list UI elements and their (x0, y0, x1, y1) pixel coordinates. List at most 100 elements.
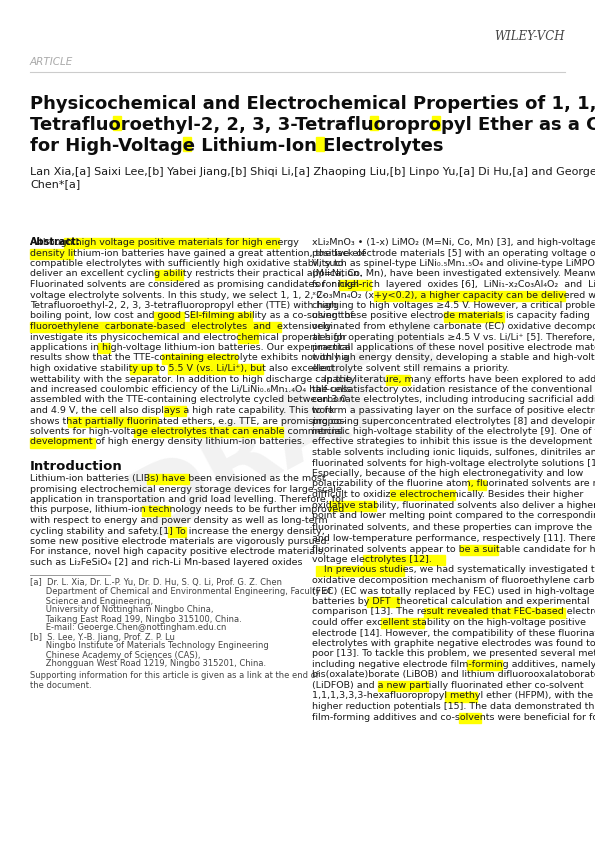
Text: Zhongguan West Road 1219, Ningbo 315201, China.: Zhongguan West Road 1219, Ningbo 315201,… (30, 659, 266, 669)
Text: xLi₂MnO₃ • (1-x) LiMO₂ (M=Ni, Co, Mn) [3], and high-voltage: xLi₂MnO₃ • (1-x) LiMO₂ (M=Ni, Co, Mn) [3… (312, 238, 595, 247)
Text: at high operating potentials ≥4.5 V vs. Li/Li⁺ [5]. Therefore, for: at high operating potentials ≥4.5 V vs. … (312, 333, 595, 342)
Text: voltage electrolytes [12].: voltage electrolytes [12]. (312, 555, 432, 564)
Text: Lithium-ion batteries (LIBs) have been envisioned as the most: Lithium-ion batteries (LIBs) have been e… (30, 474, 325, 483)
Text: such as Li₂FeSiO₄ [2] and rich-Li Mn-based layered oxides: such as Li₂FeSiO₄ [2] and rich-Li Mn-bas… (30, 558, 302, 567)
Text: electrode [14]. However, the compatibility of these fluorinated: electrode [14]. However, the compatibili… (312, 628, 595, 637)
Text: charging to high voltages ≥4.5 V. However, a critical problem in: charging to high voltages ≥4.5 V. Howeve… (312, 301, 595, 310)
Text: the document.: the document. (30, 680, 92, 690)
Text: shows that partially fluorinated ethers, e.g. TTE, are promising co-: shows that partially fluorinated ethers,… (30, 417, 345, 425)
Bar (30, 438, 95, 447)
Text: [a]  Dr. L. Xia, Dr. L.-P. Yu, Dr. D. Hu, S. Q. Li, Prof. G. Z. Chen: [a] Dr. L. Xia, Dr. L.-P. Yu, Dr. D. Hu,… (30, 578, 282, 588)
Bar (168, 526, 186, 536)
Bar (190, 312, 252, 322)
Text: Ningbo Institute of Materials Technology Engineering: Ningbo Institute of Materials Technology… (30, 642, 269, 651)
Text: boiling point, low cost and good SEI-filming ability as a co-solvent of: boiling point, low cost and good SEI-fil… (30, 312, 353, 321)
Text: cycling stability and safety.[1] To increase the energy density,: cycling stability and safety.[1] To incr… (30, 526, 325, 536)
Text: for  nickel-rich  layered  oxides [6],  LiNi₁-x₂Co₃Al₄O₂  and  LiNi₁-: for nickel-rich layered oxides [6], LiNi… (312, 280, 595, 289)
Bar (154, 312, 184, 322)
Text: oxidative stability, fluorinated solvents also deliver a higher flash: oxidative stability, fluorinated solvent… (312, 500, 595, 509)
Text: (FEC) (EC was totally replaced by FEC) used in high-voltage: (FEC) (EC was totally replaced by FEC) u… (312, 587, 594, 595)
Text: the unsatisfactory oxidation resistance of the conventional: the unsatisfactory oxidation resistance … (312, 385, 592, 394)
Text: Lan Xia,[a] Saixi Lee,[b] Yabei Jiang,[b] Shiqi Li,[a] Zhaoping Liu,[b] Linpo Yu: Lan Xia,[a] Saixi Lee,[b] Yabei Jiang,[b… (30, 167, 595, 177)
Text: Abstract:: Abstract: (30, 237, 81, 247)
Text: E-mail: Geoerge.Chen@nottingham.edu.cn: E-mail: Geoerge.Chen@nottingham.edu.cn (30, 623, 226, 632)
Text: carbonate electrolytes, including introducing sacrificial additives: carbonate electrolytes, including introd… (312, 396, 595, 404)
Text: electrolytes with graphite negative electrodes was found to be: electrolytes with graphite negative elec… (312, 639, 595, 648)
Bar (445, 691, 477, 701)
Text: 1,1,1,3,3,3-hexafluoropropyl methyl ether (HFPM), with the: 1,1,1,3,3,3-hexafluoropropyl methyl ethe… (312, 691, 593, 701)
Text: proposing superconcentrated electrolytes [8] and developing the: proposing superconcentrated electrolytes… (312, 417, 595, 425)
Text: Science and Engineering,: Science and Engineering, (30, 596, 153, 605)
Text: density lithium-ion batteries have gained a great attention, the lack of: density lithium-ion batteries have gaine… (30, 248, 365, 258)
Text: some new positive electrode materials are vigorously pursued.: some new positive electrode materials ar… (30, 537, 330, 546)
Text: could offer excellent stability on the high-voltage positive: could offer excellent stability on the h… (312, 618, 586, 627)
Text: Taikang East Road 199, Ningbo 315100, China.: Taikang East Road 199, Ningbo 315100, Ch… (30, 615, 242, 623)
Bar (134, 427, 283, 437)
Text: assembled with the TTE-containing electrolyte cycled between 3.0: assembled with the TTE-containing electr… (30, 396, 346, 404)
Text: including negative electrode film-forming additives, namely lithium: including negative electrode film-formin… (312, 660, 595, 669)
Text: V, such as spinel-type LiNi₀.₅Mn₁.₅O₄ and olivine-type LiMPO₄: V, such as spinel-type LiNi₀.₅Mn₁.₅O₄ an… (312, 259, 595, 268)
Text: originated from ethylene carbonate (EC) oxidative decomposition: originated from ethylene carbonate (EC) … (312, 322, 595, 331)
Bar (390, 490, 455, 500)
Text: and increased coulombic efficiency of the Li/LiNi₀.₆Mn₁.₄O₄ half-cells: and increased coulombic efficiency of th… (30, 385, 351, 394)
Text: batteries by DFT  theoretical calculation and experimental: batteries by DFT theoretical calculation… (312, 597, 590, 606)
Text: (M=Ni, Co, Mn), have been investigated extensively. Meanwhile,: (M=Ni, Co, Mn), have been investigated e… (312, 269, 595, 279)
Text: for High-Voltage Lithium-Ion Electrolytes: for High-Voltage Lithium-Ion Electrolyte… (30, 137, 443, 155)
Text: with high energy density, developing a stable and high-voltage: with high energy density, developing a s… (312, 354, 595, 363)
Text: Department of Chemical and Environmental Engineering, Faculty of: Department of Chemical and Environmental… (30, 588, 331, 596)
Bar (339, 280, 371, 290)
Bar (142, 505, 170, 515)
Text: deliver an excellent cycling ability restricts their practical application.: deliver an excellent cycling ability res… (30, 269, 362, 279)
Text: using these positive electrode materials is capacity fading: using these positive electrode materials… (312, 312, 590, 321)
Bar (367, 597, 399, 607)
Text: applications in high-voltage lithium-ion batteries. Our experimental: applications in high-voltage lithium-ion… (30, 343, 350, 352)
Text: For instance, novel high capacity positive electrode materials,: For instance, novel high capacity positi… (30, 547, 325, 557)
Bar (130, 364, 158, 374)
Text: Introduction: Introduction (30, 460, 123, 473)
Text: ARTICLE: ARTICLE (30, 57, 73, 67)
Text: oxidative decomposition mechanism of fluoroethylene carbonate: oxidative decomposition mechanism of flu… (312, 576, 595, 585)
Text: University of Nottingham Ningbo China,: University of Nottingham Ningbo China, (30, 605, 214, 615)
Text: effective strategies to inhibit this issue is the development of novel: effective strategies to inhibit this iss… (312, 438, 595, 446)
Text: fluorinated solvents appear to be a suitable candidate for high-: fluorinated solvents appear to be a suit… (312, 545, 595, 553)
Bar (238, 333, 258, 343)
Bar (378, 681, 428, 691)
Bar (459, 712, 481, 722)
Bar (68, 417, 158, 427)
Text: Tetrafluoroethyl-2, 2, 3, 3-Tetrafluoropropyl Ether as a Co-Solvent: Tetrafluoroethyl-2, 2, 3, 3-Tetrafluorop… (30, 116, 595, 134)
Text: fluoroethylene  carbonate-based  electrolytes  and  extensively: fluoroethylene carbonate-based electroly… (30, 322, 331, 331)
Text: to form a passivating layer on the surface of positive electrode [7],: to form a passivating layer on the surfa… (312, 406, 595, 415)
Text: Especially, because of the high electronegativity and low: Especially, because of the high electron… (312, 469, 583, 478)
Bar (460, 545, 498, 555)
Bar (155, 269, 183, 280)
Text: ˣCo₃Mn₄O₂ (x+y<0.2), a higher capacity can be delivered when: ˣCo₃Mn₄O₂ (x+y<0.2), a higher capacity c… (312, 290, 595, 300)
Bar (432, 116, 440, 130)
Text: In previous studies, we had systematically investigated the: In previous studies, we had systematical… (312, 566, 595, 574)
Text: and 4.9 V, the cell also displays a high rate capability. This work: and 4.9 V, the cell also displays a high… (30, 406, 334, 415)
Bar (370, 116, 378, 130)
Bar (316, 137, 324, 151)
Bar (30, 322, 281, 332)
Bar (113, 116, 121, 130)
Bar (183, 137, 191, 151)
Bar (316, 566, 404, 575)
Bar (468, 479, 486, 489)
Text: wettability with the separator. In addition to high discharge capacity: wettability with the separator. In addit… (30, 375, 355, 383)
Text: investigate its physicochemical and electrochemical properties for: investigate its physicochemical and elec… (30, 333, 347, 342)
Bar (164, 406, 186, 416)
Text: comparison [13]. The result revealed that FEC-based electrolytes: comparison [13]. The result revealed tha… (312, 607, 595, 616)
Text: [b]  S. Lee, Y.-B. Jiang, Prof. Z. P. Lu: [b] S. Lee, Y.-B. Jiang, Prof. Z. P. Lu (30, 632, 175, 642)
Text: stable solvents including ionic liquids, sulfones, dinitriles and: stable solvents including ionic liquids,… (312, 448, 595, 457)
Text: with respect to energy and power density as well as long-term: with respect to energy and power density… (30, 516, 328, 525)
Text: solvents for high-voltage electrolytes that can enable commercial: solvents for high-voltage electrolytes t… (30, 427, 343, 436)
Text: In the literature, many efforts have been explored to address: In the literature, many efforts have bee… (312, 375, 595, 383)
Text: (LiDFOB) and a new partially fluorinated ether co-solvent: (LiDFOB) and a new partially fluorinated… (312, 681, 584, 690)
Text: Supporting information for this article is given as a link at the end of: Supporting information for this article … (30, 672, 319, 680)
Text: voltage electrolyte solvents. In this study, we select 1, 1, 2, 2-: voltage electrolyte solvents. In this st… (30, 290, 325, 300)
Text: practical applications of these novel positive electrode materials: practical applications of these novel po… (312, 343, 595, 352)
Text: Chinese Academy of Sciences (CAS),: Chinese Academy of Sciences (CAS), (30, 651, 201, 659)
Text: bis(oxalate)borate (LiBOB) and lithium difluorooxalatoborate: bis(oxalate)borate (LiBOB) and lithium d… (312, 670, 595, 679)
Text: positive electrode materials [5] with an operating voltage over 4.5: positive electrode materials [5] with an… (312, 248, 595, 258)
Text: compatible electrolytes with sufficiently high oxidative stability to: compatible electrolytes with sufficientl… (30, 259, 343, 268)
Text: results show that the TTE-containing electrolyte exhibits not only a: results show that the TTE-containing ele… (30, 354, 349, 363)
